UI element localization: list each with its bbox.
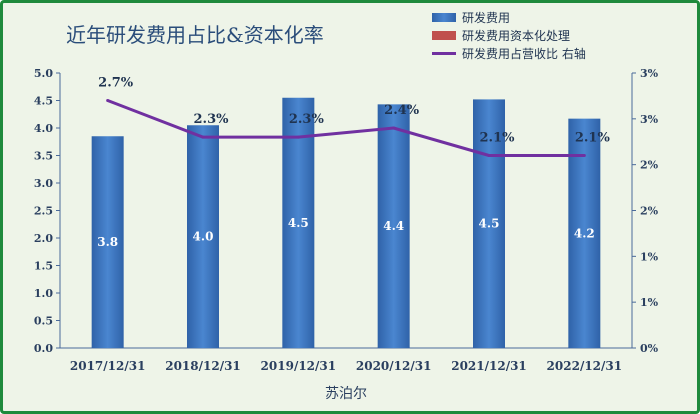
line-point — [106, 99, 110, 102]
left-tick-label: 0.5 — [34, 315, 53, 328]
legend-label-series-2: 研发费用占营收比 右轴 — [462, 46, 586, 61]
right-tick-label: 2% — [640, 159, 659, 172]
right-tick-label: 2% — [640, 205, 659, 218]
x-tick-label: 2022/12/31 — [547, 359, 623, 373]
line-data-label: 2.1% — [480, 131, 516, 146]
line-point — [201, 135, 205, 139]
line-data-label: 2.7% — [98, 76, 134, 91]
right-tick-label: 0% — [640, 342, 659, 355]
bar-data-label: 4.5 — [479, 217, 500, 231]
category-labels: 2017/12/31 2018/12/31 2019/12/31 2020/12/31… — [70, 359, 622, 373]
legend-swatch-series-1 — [432, 31, 456, 40]
bar — [187, 125, 219, 348]
line-point — [582, 154, 586, 157]
line-data-label: 2.3% — [194, 112, 230, 127]
bar — [91, 136, 124, 348]
left-tick-label: 2.0 — [34, 232, 53, 245]
legend-swatch-series-0 — [432, 13, 456, 22]
x-tick-label: 2017/12/31 — [70, 359, 146, 373]
right-tick-label: 1% — [640, 250, 659, 263]
line-data-label: 2.1% — [575, 131, 611, 146]
bar-data-label: 3.8 — [97, 235, 118, 249]
line-point — [392, 126, 396, 130]
chart-title: 近年研发费用占比&资本化率 — [66, 23, 324, 47]
bar-data-label: 4.5 — [288, 216, 309, 230]
left-tick-label: 4.5 — [34, 95, 53, 108]
legend: 研发费用 研发费用资本化处理 研发费用占营收比 右轴 — [432, 10, 586, 61]
left-axis-ticks: 0.0 0.5 1.0 1.5 2.0 2.5 3.0 3.5 4.0 4.5 5.0 — [34, 67, 60, 355]
left-tick-label: 3.5 — [34, 150, 53, 163]
left-tick-label: 0.0 — [34, 342, 53, 355]
right-tick-label: 3% — [640, 67, 659, 80]
bar-data-label: 4.2 — [574, 226, 595, 240]
bar — [282, 97, 315, 348]
right-tick-label: 1% — [640, 296, 659, 309]
x-tick-label: 2021/12/31 — [451, 359, 527, 373]
line-data-label: 2.3% — [289, 112, 325, 127]
bar — [377, 104, 410, 348]
left-tick-label: 1.5 — [34, 260, 53, 273]
right-axis-ticks: 0% 1% 1% 2% 2% 3% 3% — [632, 67, 659, 355]
bar-series: 3.8 4.0 4.5 4.4 4.5 4.2 — [91, 97, 601, 349]
right-tick-label: 3% — [640, 113, 659, 126]
x-tick-label: 2019/12/31 — [261, 359, 337, 373]
bar-data-label: 4.0 — [193, 230, 214, 244]
line-path — [107, 99, 585, 157]
x-tick-label: 2018/12/31 — [165, 359, 241, 373]
legend-label-series-0: 研发费用 — [462, 10, 510, 25]
x-axis-label: 苏泊尔 — [325, 386, 367, 402]
line-point — [296, 135, 300, 139]
bar-data-label: 4.4 — [383, 219, 404, 233]
line-data-label: 2.4% — [384, 103, 420, 118]
left-tick-label: 3.0 — [34, 177, 53, 190]
bar — [473, 99, 505, 349]
line-series: 2.7% 2.3% 2.3% 2.4% 2.1% 2.1% — [98, 76, 611, 157]
x-tick-label: 2020/12/31 — [356, 359, 432, 373]
legend-label-series-1: 研发费用资本化处理 — [462, 28, 570, 43]
line-point — [487, 154, 491, 157]
left-tick-label: 4.0 — [34, 122, 53, 135]
left-tick-label: 5.0 — [34, 67, 53, 80]
left-tick-label: 1.0 — [34, 287, 53, 300]
left-tick-label: 2.5 — [34, 205, 53, 218]
legend-swatch-series-2 — [432, 52, 456, 55]
